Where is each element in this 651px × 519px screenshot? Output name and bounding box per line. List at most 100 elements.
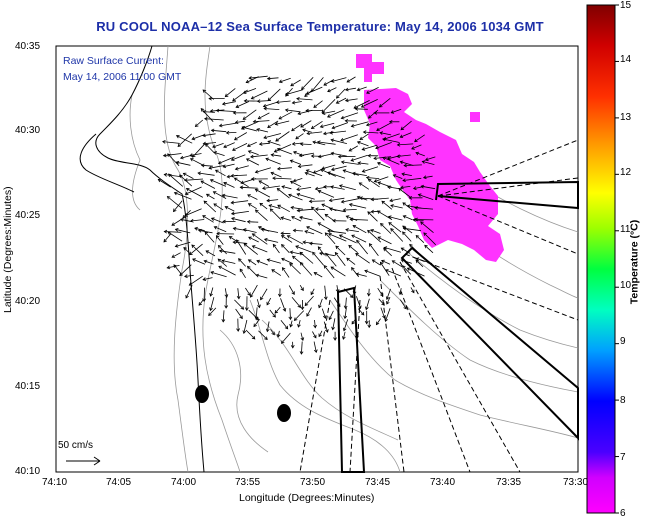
current-vector	[349, 203, 367, 209]
current-vector-head	[270, 153, 275, 157]
current-vector	[242, 109, 257, 120]
current-vector-head	[192, 258, 196, 262]
current-vector	[304, 295, 314, 306]
current-vector-head	[332, 218, 336, 223]
current-vector	[346, 257, 356, 265]
current-vector	[223, 182, 235, 188]
current-vector	[237, 288, 240, 299]
current-vector	[231, 211, 249, 215]
current-vector-head	[259, 202, 264, 207]
current-vector-head	[310, 125, 315, 130]
colorbar-tick: 11	[620, 224, 631, 235]
current-vector	[236, 239, 247, 255]
current-vector-head	[417, 193, 422, 198]
current-vector	[420, 221, 434, 234]
current-vector-head	[247, 259, 252, 263]
current-vector-head	[317, 222, 322, 226]
current-vector	[222, 260, 236, 264]
current-vector	[369, 243, 379, 257]
current-vector	[332, 122, 348, 129]
current-vector-head	[291, 216, 295, 220]
current-vector-head	[175, 135, 180, 139]
current-vector-head	[361, 147, 366, 151]
current-vector-head	[306, 226, 310, 230]
current-vector-head	[317, 154, 322, 159]
current-vector	[247, 266, 258, 276]
current-vector	[211, 129, 227, 133]
current-vector-head	[388, 119, 393, 124]
current-vector-head	[310, 154, 315, 158]
current-vector-head	[205, 193, 210, 198]
current-vector	[402, 177, 422, 181]
current-vector-head	[289, 262, 293, 267]
current-vector-head	[208, 166, 213, 170]
current-vector-head	[291, 291, 295, 295]
current-vector-head	[390, 228, 394, 232]
current-vector-head	[293, 317, 298, 321]
current-vector	[274, 306, 281, 314]
current-vector-head	[208, 96, 212, 101]
current-vector-head	[262, 103, 267, 108]
current-vector-head	[265, 157, 269, 162]
current-vector	[348, 145, 359, 152]
current-vector-head	[253, 323, 257, 328]
current-vector	[377, 210, 393, 220]
current-vector	[363, 131, 379, 134]
current-vector	[390, 205, 403, 209]
current-vector-head	[270, 171, 275, 176]
mooring-marker-north	[195, 385, 209, 403]
current-vector-head	[218, 265, 222, 270]
current-vector-head	[348, 203, 353, 207]
current-vector	[202, 89, 215, 100]
current-vector	[330, 186, 345, 190]
current-vector	[355, 253, 370, 264]
current-vector	[247, 141, 257, 147]
current-vector-head	[421, 160, 426, 164]
current-vector-head	[213, 226, 218, 230]
current-vector	[287, 235, 304, 245]
colorbar-tick: 8	[620, 395, 626, 406]
current-vector-head	[348, 148, 353, 152]
current-vector	[158, 179, 171, 188]
current-vector-head	[314, 207, 319, 212]
current-vector-head	[320, 168, 324, 173]
current-vector	[294, 310, 305, 321]
current-vector-head	[381, 200, 385, 205]
current-vector-head	[354, 107, 359, 111]
current-vector-head	[246, 265, 251, 270]
current-vector-head	[256, 99, 261, 104]
current-vector	[176, 161, 191, 166]
current-vector	[330, 266, 346, 277]
current-vector-head	[175, 160, 180, 165]
current-vector-head	[217, 244, 222, 249]
current-vector-head	[217, 160, 222, 165]
current-vector	[182, 210, 191, 219]
current-vector-head	[424, 157, 429, 162]
current-vector-head	[210, 271, 214, 275]
current-vector-head	[179, 155, 184, 160]
current-vector	[314, 272, 323, 278]
colorbar-tick: 15	[620, 0, 632, 11]
current-vector-head	[384, 269, 389, 273]
current-vector-head	[203, 259, 208, 264]
study-boxes	[336, 180, 579, 473]
current-vector-head	[415, 151, 420, 156]
current-vector	[327, 230, 347, 234]
current-vector	[233, 241, 248, 244]
current-vector	[265, 158, 281, 165]
current-vector	[356, 332, 358, 339]
current-vector-head	[260, 227, 265, 232]
current-vector-head	[367, 178, 372, 183]
current-vector	[171, 219, 181, 226]
current-vector-head	[301, 86, 305, 90]
current-vector	[290, 320, 293, 327]
current-vector	[252, 233, 268, 245]
current-vector	[248, 236, 259, 243]
current-vector-head	[276, 333, 281, 338]
current-vector	[216, 235, 224, 245]
current-vector	[167, 196, 183, 209]
current-vector	[219, 122, 238, 127]
current-vector-head	[210, 128, 215, 133]
current-vector	[350, 154, 368, 161]
